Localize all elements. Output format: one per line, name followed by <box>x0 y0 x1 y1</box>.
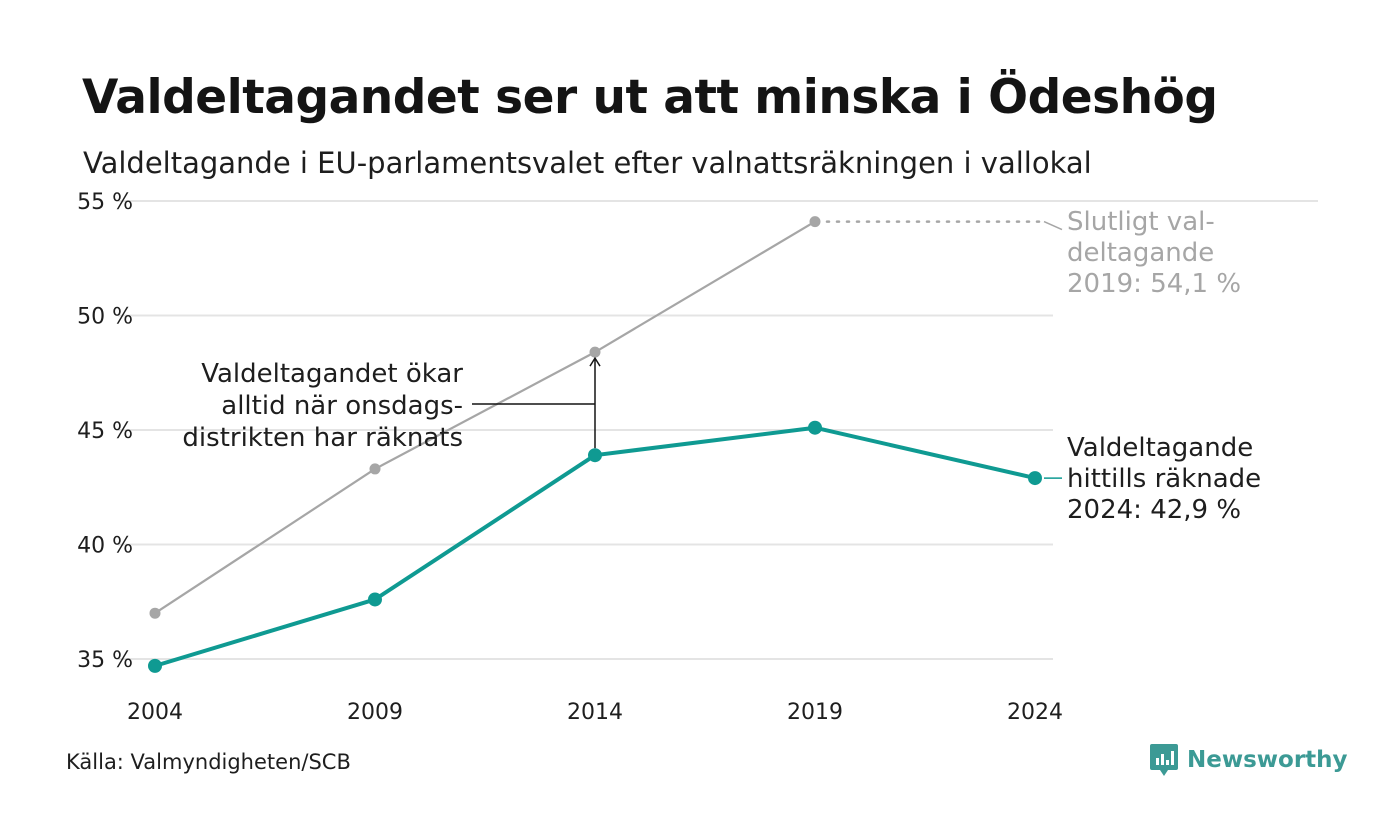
x-tick-label-2024: 2024 <box>1007 700 1063 725</box>
final-turnout-series-point-2019 <box>809 216 821 228</box>
increase-note-line-2: alltid när onsdags- <box>221 391 463 421</box>
chart-title: Valdeltagandet ser ut att minska i Ödesh… <box>82 70 1218 125</box>
y-tick-label-40: 40 % <box>77 534 133 559</box>
counted-turnout-series-point-2009 <box>368 592 382 607</box>
x-tick-label-2019: 2019 <box>787 700 843 725</box>
counted-turnout-series-point-2014 <box>588 448 602 463</box>
final-label-line-2: deltagande <box>1067 238 1214 268</box>
x-tick-label-2014: 2014 <box>567 700 623 725</box>
final-label-line-3: 2019: 54,1 % <box>1067 269 1241 299</box>
y-tick-label-35: 35 % <box>77 648 133 673</box>
y-tick-label-45: 45 % <box>77 419 133 444</box>
final-turnout-series-point-2004 <box>149 607 161 619</box>
counted-label-line-1: Valdeltagande <box>1067 433 1253 463</box>
counted-label-line-3: 2024: 42,9 % <box>1067 495 1241 525</box>
increase-note-line-3: distrikten har räknats <box>182 423 463 453</box>
final-turnout-series-line <box>154 220 816 615</box>
y-axis-ticks: 35 % 40 % 45 % 50 % 55 % <box>77 190 133 673</box>
counted-label-line-2: hittills räknade <box>1067 464 1261 494</box>
x-tick-label-2004: 2004 <box>127 700 183 725</box>
counted-turnout-series-point-2019 <box>808 420 822 435</box>
y-tick-label-55: 55 % <box>77 190 133 215</box>
counted-turnout-series-point-2024 <box>1028 471 1042 486</box>
brand-name: Newsworthy <box>1187 747 1348 773</box>
newsworthy-logo-icon <box>1150 744 1178 776</box>
chart-subtitle: Valdeltagande i EU-parlamentsvalet efter… <box>83 146 1092 180</box>
source-note: Källa: Valmyndigheten/SCB <box>66 750 351 774</box>
counted-turnout-series-line <box>154 425 1036 668</box>
increase-note-line-1: Valdeltagandet ökar <box>201 359 463 389</box>
final-turnout-series-point-2014 <box>589 346 601 358</box>
newsworthy-brand[interactable]: Newsworthy <box>1149 743 1348 777</box>
y-tick-label-50: 50 % <box>77 305 133 330</box>
final-label-line-1: Slutligt val- <box>1067 207 1215 237</box>
x-axis-ticks: 2004 2009 2014 2019 2024 <box>127 700 1063 725</box>
x-tick-label-2009: 2009 <box>347 700 403 725</box>
counted-turnout-series-point-2004 <box>148 658 162 673</box>
series <box>148 216 1042 673</box>
increase-arrow-head <box>589 356 601 367</box>
final-label-connector <box>1043 220 1063 231</box>
grid-lines <box>118 200 1318 660</box>
final-turnout-series-point-2009 <box>369 463 381 475</box>
